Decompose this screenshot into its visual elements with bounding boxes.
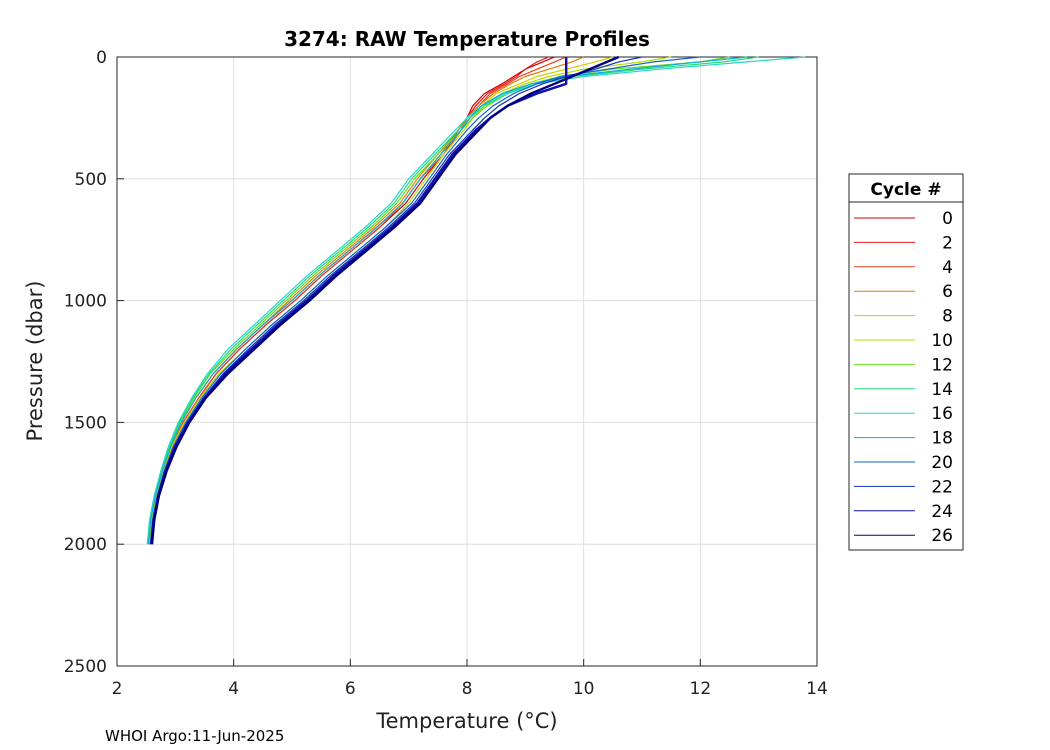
x-axis-ticks: 2 4 6 8 10 12 14 — [112, 659, 828, 699]
legend-entry-label: 12 — [931, 355, 953, 375]
legend-entry-label: 18 — [931, 429, 953, 449]
legend-entry-label: 4 — [942, 258, 953, 278]
y-tick-label: 0 — [96, 48, 107, 68]
x-tick-label: 6 — [345, 679, 356, 699]
x-tick-label: 10 — [573, 679, 595, 699]
profile-line-cycle-20 — [149, 56, 701, 545]
legend-entry-label: 6 — [942, 282, 953, 302]
legend-entry-label: 10 — [931, 331, 953, 351]
legend-entry-label: 22 — [931, 477, 953, 497]
y-tick-label: 2500 — [64, 657, 107, 677]
x-tick-label: 2 — [112, 679, 123, 699]
x-tick-label: 8 — [462, 679, 473, 699]
chart-title: 3274: RAW Temperature Profiles — [284, 27, 650, 51]
x-tick-label: 12 — [690, 679, 712, 699]
legend-entry-label: 0 — [942, 209, 953, 229]
legend-box — [848, 173, 964, 551]
y-tick-label: 1000 — [64, 292, 107, 312]
profile-line-cycle-18 — [147, 56, 748, 545]
legend-entry-label: 14 — [931, 380, 953, 400]
y-tick-label: 2000 — [64, 535, 107, 555]
x-tick-label: 4 — [228, 679, 239, 699]
profile-lines — [146, 55, 806, 545]
x-axis-label: Temperature (°C) — [375, 709, 557, 733]
legend-entry-label: 16 — [931, 404, 953, 424]
credit-text: WHOI Argo:11-Jun-2025 — [105, 727, 284, 745]
legend-entry-label: 2 — [942, 233, 953, 253]
legend-entry-label: 26 — [931, 526, 953, 546]
legend-entry-label: 24 — [931, 502, 953, 522]
legend-entry-label: 20 — [931, 453, 953, 473]
x-tick-label: 14 — [806, 679, 828, 699]
legend-entry-label: 8 — [942, 307, 953, 327]
y-axis-label: Pressure (dbar) — [23, 281, 47, 442]
legend-title: Cycle # — [870, 180, 941, 200]
y-tick-label: 500 — [75, 170, 107, 190]
y-axis-ticks: 0 500 1000 1500 2000 2500 — [64, 48, 124, 677]
y-tick-label: 1500 — [64, 413, 107, 433]
profile-line-cycle-26 — [150, 55, 620, 545]
